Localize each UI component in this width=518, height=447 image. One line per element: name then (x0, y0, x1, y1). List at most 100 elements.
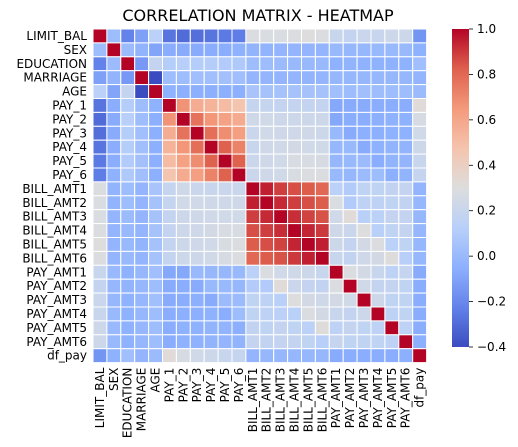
heatmap-cell (384, 84, 400, 99)
heatmap-cell (287, 42, 303, 58)
heatmap-cell (314, 139, 330, 155)
heatmap-cell (356, 237, 372, 252)
column-label: BILL_AMT2 (260, 368, 274, 433)
heatmap-cell (328, 237, 344, 252)
heatmap-cell (148, 56, 164, 72)
column-label: PAY_3 (190, 368, 204, 403)
heatmap-cell (245, 334, 261, 350)
heatmap-cell (189, 167, 205, 183)
heatmap-cell (231, 56, 247, 72)
heatmap-cell (231, 28, 247, 44)
heatmap-cell (231, 70, 247, 86)
column-label: BILL_AMT6 (315, 368, 329, 433)
heatmap-cell (412, 334, 428, 350)
heatmap-cell (412, 84, 428, 99)
heatmap-cell (384, 237, 400, 252)
heatmap-cell (189, 125, 205, 141)
heatmap-cell (134, 334, 150, 350)
heatmap-cell (328, 139, 344, 155)
heatmap-cell (412, 264, 428, 280)
heatmap-cell (217, 84, 233, 99)
heatmap-cell (189, 181, 205, 197)
heatmap-cell (273, 181, 289, 197)
heatmap-cell (287, 70, 303, 86)
heatmap-cell (92, 125, 108, 141)
heatmap-cell (231, 237, 247, 252)
heatmap-cell (148, 84, 164, 99)
heatmap-cell (314, 28, 330, 44)
column-label: PAY_AMT6 (399, 368, 413, 429)
heatmap-cell (134, 42, 150, 58)
heatmap-cell (273, 292, 289, 308)
heatmap-cell (259, 348, 275, 364)
heatmap-cell (231, 167, 247, 183)
heatmap-cell (175, 111, 191, 127)
heatmap-cell (92, 348, 108, 364)
heatmap-cell (398, 306, 414, 322)
heatmap-cell (134, 111, 150, 127)
column-label: MARRIAGE (135, 368, 149, 432)
heatmap-cell (356, 348, 372, 364)
heatmap-cell (189, 153, 205, 169)
heatmap-cell (231, 42, 247, 58)
heatmap-cell (203, 264, 219, 280)
heatmap-cell (273, 195, 289, 211)
heatmap-cell (162, 167, 177, 183)
heatmap-cell (328, 111, 344, 127)
heatmap-cell (106, 306, 122, 322)
heatmap-cell (189, 139, 205, 155)
heatmap-cell (412, 139, 428, 155)
heatmap-cell (106, 125, 122, 141)
heatmap-cell (259, 278, 275, 294)
heatmap-cell (231, 209, 247, 225)
heatmap-cell (273, 153, 289, 169)
heatmap-cell (370, 70, 386, 86)
heatmap-cell (259, 125, 275, 141)
heatmap-cell (175, 209, 191, 225)
heatmap-cell (384, 98, 400, 113)
heatmap-cell (328, 125, 344, 141)
heatmap-cell (175, 250, 191, 266)
heatmap-cell (384, 320, 400, 336)
heatmap-cell (342, 56, 358, 72)
heatmap-cell (148, 209, 164, 225)
heatmap-cell (134, 278, 150, 294)
heatmap-cell (356, 181, 372, 197)
heatmap-cell (217, 223, 233, 239)
heatmap-cell (370, 348, 386, 364)
heatmap-cell (398, 292, 414, 308)
heatmap-cell (356, 125, 372, 141)
heatmap-cell (342, 348, 358, 364)
heatmap-cell (134, 56, 150, 72)
heatmap-cell (106, 111, 122, 127)
heatmap-cell (314, 306, 330, 322)
heatmap-cell (231, 153, 247, 169)
heatmap-cell (106, 56, 122, 72)
heatmap-cell (134, 125, 150, 141)
heatmap-cell (398, 278, 414, 294)
colorbar (452, 29, 469, 347)
heatmap-cell (203, 153, 219, 169)
heatmap-cell (245, 292, 261, 308)
heatmap-cell (342, 28, 358, 44)
chart-title: CORRELATION MATRIX - HEATMAP (122, 6, 394, 25)
heatmap-cell (356, 56, 372, 72)
colorbar-tick-label: 0.6 (477, 113, 496, 127)
heatmap-cell (370, 125, 386, 141)
heatmap-cell (203, 139, 219, 155)
heatmap-cell (342, 250, 358, 266)
heatmap-cell (301, 167, 316, 183)
heatmap-cell (203, 292, 219, 308)
heatmap-cell (245, 223, 261, 239)
heatmap-cell (398, 209, 414, 225)
heatmap-cell (217, 153, 233, 169)
heatmap-cell (134, 306, 150, 322)
heatmap-cell (259, 306, 275, 322)
heatmap-cell (342, 84, 358, 99)
heatmap-cell (162, 98, 177, 113)
heatmap-cell (259, 167, 275, 183)
heatmap-cell (231, 195, 247, 211)
heatmap-cell (259, 139, 275, 155)
heatmap-cell (301, 250, 316, 266)
heatmap-cell (189, 195, 205, 211)
